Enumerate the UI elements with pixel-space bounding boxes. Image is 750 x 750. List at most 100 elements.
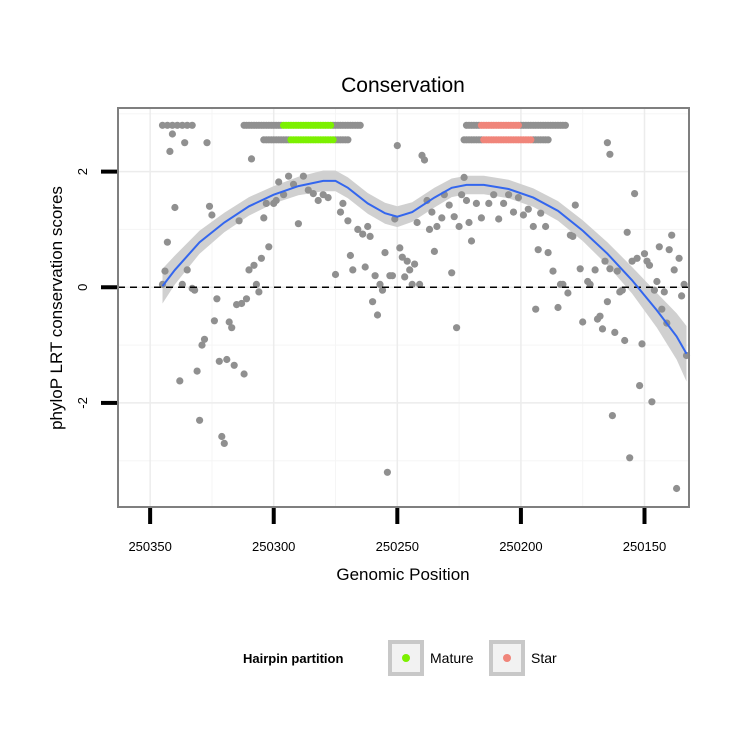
point-other-95 [445,201,453,209]
legend: Hairpin partition Mature Star [243,640,557,676]
points [158,121,691,493]
point-other-118 [534,246,542,254]
point-other-25 [225,318,233,326]
point-other-31 [240,370,248,378]
point-other-148 [626,454,634,462]
point-other-92 [433,222,441,231]
point-other-150 [631,190,639,198]
point-other-34 [247,155,256,163]
point-other-126 [564,289,572,297]
legend-marker-mature [402,654,410,662]
point-other-136 [596,312,604,320]
point-other-162 [660,288,668,296]
point-other-54 [324,194,332,202]
point-other-223 [344,136,352,144]
point-other-153 [638,340,646,348]
point-other-1 [161,267,169,275]
point-other-137 [598,325,607,333]
point-other-82 [408,280,416,288]
point-other-89 [425,225,434,233]
point-other-167 [673,484,681,493]
point-other-154 [640,250,649,258]
point-other-67 [371,272,379,280]
smooth-fit-line [161,179,688,355]
point-other-64 [364,222,372,231]
point-other-90 [428,208,436,216]
point-other-18 [208,211,216,219]
point-mature-37 [329,136,337,144]
point-star-15 [514,121,523,129]
point-other-68 [373,311,382,319]
point-other-177 [183,121,191,129]
point-other-110 [500,199,508,207]
x-tick-label-3: 250200 [499,539,542,554]
point-other-87 [420,156,429,164]
point-other-169 [678,292,686,300]
point-other-11 [191,286,199,294]
point-other-48 [294,220,302,228]
x-tick-label-1: 250300 [252,539,295,554]
point-other-14 [198,341,206,349]
point-other-139 [603,298,612,306]
point-other-131 [579,318,587,326]
point-other-15 [200,335,209,343]
point-other-102 [462,196,471,205]
point-mature-19 [327,121,335,129]
y-axis-label: phyloP LRT conservation scores [47,186,66,430]
point-other-29 [235,217,243,225]
point-other-32 [242,295,251,303]
point-other-166 [670,266,678,274]
point-other-170 [680,280,688,288]
point-other-165 [668,231,676,239]
point-other-108 [490,191,498,199]
point-other-58 [344,217,352,225]
point-other-30 [238,299,246,308]
panel-border [117,107,690,508]
point-other-72 [383,468,391,476]
x-tick-label-0: 250350 [128,539,171,554]
point-other-85 [416,280,424,288]
point-other-37 [255,288,263,296]
point-other-151 [633,254,641,262]
point-star-35 [527,136,535,144]
axis-ticks: 250350 250300 250250 250200 250150 -2 0 2 [75,168,666,554]
point-other-178 [188,121,196,129]
point-other-49 [299,172,307,180]
point-other-52 [314,196,322,205]
point-other-98 [453,324,461,332]
point-other-141 [608,412,617,420]
point-other-101 [460,173,468,181]
point-other-51 [309,190,317,198]
point-other-173 [163,121,171,129]
point-other-104 [467,237,476,245]
point-other-158 [650,286,659,294]
point-other-97 [450,213,458,221]
point-other-21 [215,357,223,365]
point-other-22 [218,432,226,441]
point-other-4 [168,130,176,138]
point-other-36 [252,280,260,288]
point-other-114 [519,211,528,219]
point-other-112 [509,208,518,216]
point-other-152 [636,382,644,390]
point-other-123 [554,303,562,312]
point-other-138 [601,257,609,265]
point-other-35 [250,261,258,269]
point-other-24 [223,355,231,364]
point-other-19 [210,317,218,325]
point-other-115 [524,205,532,213]
point-other-71 [381,249,389,257]
point-other-5 [171,203,179,212]
point-other-206 [356,121,364,129]
point-other-140 [606,265,614,273]
point-other-84 [413,218,421,227]
point-other-129 [571,201,579,209]
point-other-111 [505,191,513,199]
point-other-65 [366,232,374,240]
point-other-50 [304,186,312,194]
point-other-80 [403,257,411,265]
point-other-83 [411,260,419,268]
point-other-116 [529,222,537,231]
point-other-121 [544,249,552,257]
